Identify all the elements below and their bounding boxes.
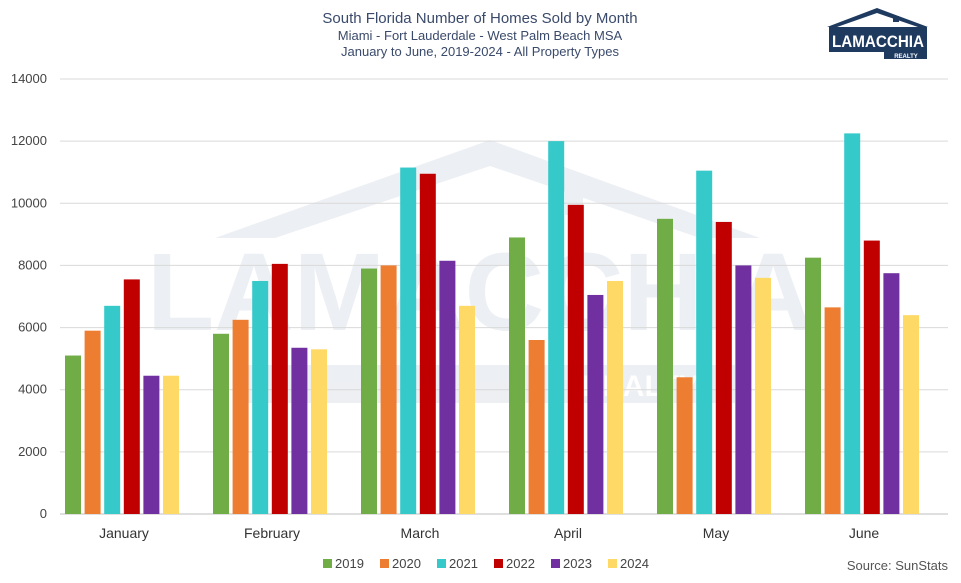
- bar: [459, 305, 475, 514]
- house-roof-logo-icon: [827, 8, 928, 59]
- bar: [805, 257, 821, 514]
- bar: [104, 305, 121, 514]
- bar: [163, 375, 179, 514]
- y-tick-label: 0: [40, 506, 47, 521]
- legend-swatch: [494, 559, 503, 568]
- bar: [361, 268, 377, 514]
- legend-label: 2024: [620, 556, 649, 571]
- bar: [883, 273, 900, 514]
- bar: [232, 319, 249, 514]
- legend-swatch: [608, 559, 617, 568]
- bar: [755, 277, 771, 514]
- bar: [123, 279, 140, 514]
- chart-subtitle-line-1: Miami - Fort Lauderdale - West Palm Beac…: [338, 28, 623, 43]
- legend-label: 2021: [449, 556, 478, 571]
- bar: [291, 347, 308, 514]
- bar: [380, 265, 397, 514]
- bar: [548, 141, 565, 514]
- bar: [657, 218, 673, 515]
- bar: [439, 260, 456, 514]
- bar: [271, 263, 288, 514]
- logo-text: LAMACCHIA: [832, 32, 924, 51]
- y-tick-label: 12000: [11, 133, 47, 148]
- bar: [528, 340, 545, 514]
- bar: [824, 307, 841, 514]
- y-tick-label: 8000: [18, 257, 47, 272]
- x-tick-label: February: [244, 525, 300, 541]
- legend: 2019 2020 2021 2022 2023 2024: [323, 556, 649, 571]
- bar: [567, 204, 584, 514]
- bar: [676, 377, 693, 514]
- grid: [60, 78, 948, 515]
- x-tick-label: May: [703, 525, 729, 541]
- legend-swatch: [551, 559, 560, 568]
- y-tick-label: 4000: [18, 382, 47, 397]
- x-tick-label: March: [401, 525, 440, 541]
- y-tick-label: 10000: [11, 195, 47, 210]
- x-tick-label: January: [99, 525, 149, 541]
- bar: [252, 280, 269, 514]
- bar: [311, 349, 327, 514]
- legend-label: 2022: [506, 556, 535, 571]
- bar: [213, 333, 229, 514]
- bar: [143, 375, 160, 514]
- legend-label: 2023: [563, 556, 592, 571]
- source-note: Source: SunStats: [847, 558, 949, 573]
- bar: [863, 240, 880, 515]
- logo-subtext: REALTY: [894, 54, 918, 60]
- bar: [587, 294, 604, 514]
- legend-swatch: [323, 559, 332, 568]
- x-axis: January February March April May June: [99, 525, 879, 541]
- chart-title: South Florida Number of Homes Sold by Mo…: [322, 10, 637, 27]
- bars: [65, 133, 919, 515]
- bar: [509, 237, 525, 514]
- chart-subtitle-line-2: January to June, 2019-2024 - All Propert…: [341, 44, 619, 59]
- x-tick-label: June: [849, 525, 880, 541]
- bar: [607, 280, 623, 514]
- bar: [735, 265, 752, 514]
- bar: [903, 315, 919, 514]
- x-tick-label: April: [554, 525, 582, 541]
- bar: [65, 355, 81, 514]
- bar: [400, 167, 417, 514]
- bar: [844, 133, 861, 514]
- y-tick-label: 14000: [11, 71, 47, 86]
- y-tick-label: 6000: [18, 320, 47, 335]
- bar: [419, 173, 436, 514]
- y-tick-label: 2000: [18, 444, 47, 459]
- bar: [696, 170, 713, 515]
- legend-label: 2020: [392, 556, 421, 571]
- legend-swatch: [437, 559, 446, 568]
- legend-label: 2019: [335, 556, 364, 571]
- bar: [84, 330, 101, 514]
- bar: [715, 221, 732, 514]
- y-axis: 0 2000 4000 6000 8000 10000 12000 14000: [11, 71, 47, 521]
- legend-swatch: [380, 559, 389, 568]
